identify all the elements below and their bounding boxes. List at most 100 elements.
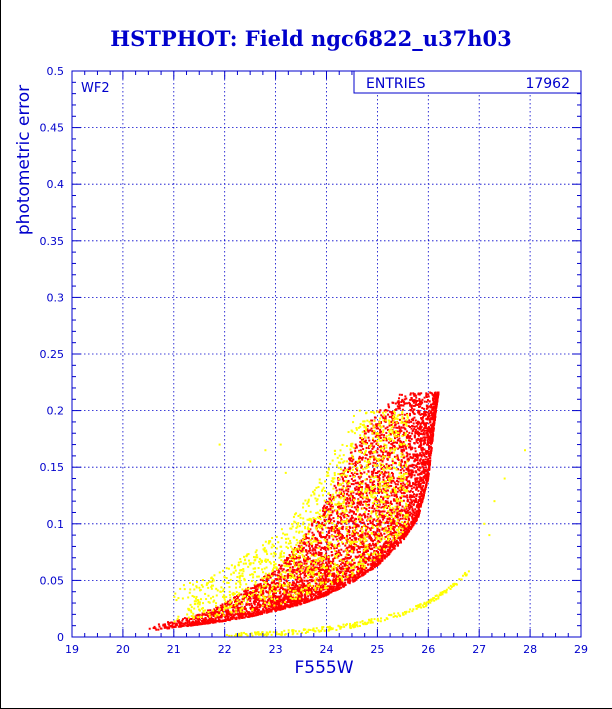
red-point <box>207 612 210 615</box>
red-point <box>368 462 371 465</box>
red-point <box>338 559 341 562</box>
red-point <box>249 599 252 602</box>
red-point <box>343 516 346 519</box>
red-point <box>408 481 411 484</box>
red-point <box>387 548 390 551</box>
red-point <box>279 567 282 570</box>
red-point <box>420 502 423 505</box>
red-point <box>345 570 348 573</box>
red-point <box>389 530 392 533</box>
red-point <box>403 526 406 529</box>
red-point <box>311 531 314 534</box>
red-point <box>413 416 416 419</box>
red-point <box>400 449 403 452</box>
red-point <box>299 576 302 579</box>
red-point <box>425 395 428 398</box>
red-point <box>205 614 208 617</box>
red-point <box>408 480 411 483</box>
red-point <box>332 583 335 586</box>
red-point <box>418 431 421 434</box>
red-point <box>370 427 373 430</box>
red-point <box>390 411 393 414</box>
red-point <box>368 555 371 558</box>
red-point <box>341 536 344 539</box>
red-point <box>157 623 160 626</box>
red-point <box>340 517 343 520</box>
red-point <box>409 440 412 443</box>
red-point <box>403 491 406 494</box>
red-point <box>429 457 432 460</box>
red-point <box>267 607 270 610</box>
red-point <box>403 509 406 512</box>
red-point <box>236 596 239 599</box>
red-point <box>324 507 327 510</box>
red-point <box>424 461 427 464</box>
red-point <box>361 492 364 495</box>
red-point <box>243 607 246 610</box>
red-point <box>413 425 416 428</box>
red-point <box>367 558 370 561</box>
red-point <box>274 578 277 581</box>
red-point <box>311 599 314 602</box>
red-point <box>304 598 307 601</box>
red-point <box>321 568 324 571</box>
red-point <box>286 601 289 604</box>
red-point <box>377 539 380 542</box>
red-point <box>430 447 433 450</box>
red-point <box>252 611 255 614</box>
red-point <box>306 598 309 601</box>
red-point <box>390 491 393 494</box>
red-point <box>229 599 232 602</box>
red-point <box>380 510 383 513</box>
red-point <box>337 570 340 573</box>
red-point <box>402 424 405 427</box>
red-point <box>234 613 237 616</box>
red-point <box>342 514 345 517</box>
red-point <box>334 486 337 489</box>
red-point <box>417 403 420 406</box>
red-point <box>310 566 313 569</box>
red-point <box>385 482 388 485</box>
red-point <box>434 403 437 406</box>
red-point <box>422 460 425 463</box>
red-point <box>326 591 329 594</box>
red-point <box>418 485 421 488</box>
red-point <box>344 563 347 566</box>
red-point <box>289 566 292 569</box>
red-point <box>367 503 370 506</box>
red-point <box>297 551 300 554</box>
red-point <box>409 489 412 492</box>
red-point <box>397 522 400 525</box>
red-point <box>194 622 197 625</box>
red-point <box>261 599 264 602</box>
red-point <box>424 488 427 491</box>
red-point <box>429 417 432 420</box>
red-point <box>297 561 300 564</box>
red-point <box>355 467 358 470</box>
red-point <box>347 515 350 518</box>
red-point <box>372 543 375 546</box>
red-point <box>414 516 417 519</box>
red-point <box>345 489 348 492</box>
red-point <box>365 566 368 569</box>
red-point <box>426 468 429 471</box>
red-point <box>327 555 330 558</box>
red-point <box>427 406 430 409</box>
red-point <box>318 531 321 534</box>
red-point <box>351 520 354 523</box>
red-point <box>391 414 394 417</box>
red-point <box>269 608 272 611</box>
red-point <box>428 437 431 440</box>
red-point <box>403 495 406 498</box>
red-point <box>249 591 252 594</box>
red-point <box>426 434 429 437</box>
red-point <box>291 568 294 571</box>
red-point <box>418 492 421 495</box>
red-point <box>179 622 182 625</box>
red-point <box>328 517 331 520</box>
red-point <box>359 503 362 506</box>
red-point <box>373 564 376 567</box>
red-point <box>376 505 379 508</box>
red-point <box>328 529 331 532</box>
red-point <box>226 617 229 620</box>
